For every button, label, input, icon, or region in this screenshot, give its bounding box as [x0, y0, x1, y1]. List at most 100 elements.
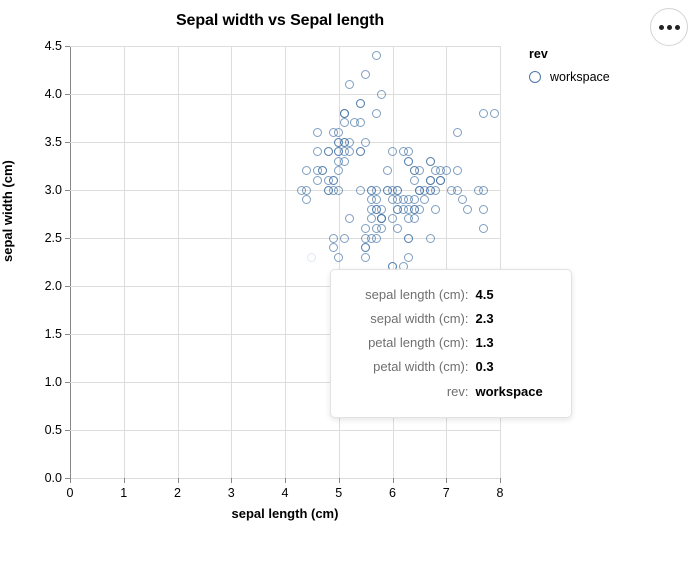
x-axis-tick [446, 478, 448, 483]
data-point[interactable] [355, 99, 365, 109]
data-point[interactable] [377, 89, 387, 99]
data-point[interactable] [452, 127, 462, 137]
data-point[interactable] [452, 166, 462, 176]
data-point[interactable] [404, 233, 414, 243]
data-point[interactable] [431, 166, 440, 176]
data-point[interactable] [382, 185, 392, 195]
data-point[interactable] [479, 108, 489, 118]
data-point[interactable] [366, 214, 376, 224]
data-point[interactable] [388, 214, 397, 224]
y-axis-line [69, 46, 71, 478]
data-point[interactable] [382, 166, 392, 176]
data-point[interactable] [302, 185, 311, 195]
y-axis-tick [65, 238, 70, 239]
data-point[interactable] [328, 175, 338, 185]
data-point[interactable] [409, 166, 419, 176]
data-point[interactable] [355, 185, 365, 195]
data-point[interactable] [404, 252, 414, 262]
legend-symbol-icon [529, 71, 541, 83]
data-point[interactable] [425, 233, 435, 243]
data-point[interactable] [323, 147, 333, 157]
data-point[interactable] [361, 223, 371, 233]
data-point[interactable] [371, 233, 381, 243]
data-point[interactable] [334, 137, 344, 147]
y-axis-tick [65, 478, 70, 479]
data-point[interactable] [398, 147, 408, 157]
data-point[interactable] [393, 223, 403, 233]
data-point[interactable] [328, 233, 338, 243]
data-point[interactable] [479, 185, 489, 195]
data-point[interactable] [463, 204, 473, 214]
tooltip: sepal length (cm): 4.5 sepal width (cm): 2.… [330, 269, 572, 418]
data-point[interactable] [479, 223, 489, 233]
data-point[interactable] [345, 137, 354, 147]
data-point[interactable] [339, 118, 349, 128]
data-point[interactable] [457, 195, 467, 205]
data-point[interactable] [371, 108, 381, 118]
data-point[interactable] [404, 204, 414, 214]
data-point[interactable] [345, 214, 354, 224]
data-point[interactable] [361, 243, 371, 253]
data-point[interactable] [334, 252, 344, 262]
data-point[interactable] [339, 108, 349, 118]
data-point[interactable] [361, 233, 371, 243]
data-point[interactable] [371, 195, 381, 205]
legend-item-workspace[interactable]: workspace [529, 70, 679, 84]
data-point[interactable] [339, 147, 349, 157]
data-point[interactable] [479, 204, 489, 214]
data-point[interactable] [431, 204, 440, 214]
data-point[interactable] [425, 185, 435, 195]
data-point[interactable] [490, 108, 500, 118]
data-point[interactable] [312, 127, 322, 137]
data-point-highlighted[interactable] [307, 252, 317, 262]
data-point[interactable] [323, 185, 333, 195]
data-point[interactable] [345, 79, 354, 89]
data-point[interactable] [420, 195, 430, 205]
data-point[interactable] [361, 252, 371, 262]
data-point[interactable] [388, 147, 397, 157]
y-axis-tick-label: 0.5 [44, 423, 62, 437]
data-point[interactable] [377, 204, 387, 214]
data-point[interactable] [328, 127, 338, 137]
y-axis-tick [65, 142, 70, 143]
data-point[interactable] [404, 156, 414, 166]
more-options-button[interactable] [650, 8, 688, 46]
x-axis-tick [177, 478, 179, 483]
data-point[interactable] [452, 185, 462, 195]
data-point[interactable] [312, 175, 322, 185]
data-point[interactable] [361, 137, 371, 147]
data-point[interactable] [355, 147, 365, 157]
data-point[interactable] [302, 195, 311, 205]
data-point[interactable] [377, 223, 387, 233]
data-point[interactable] [371, 185, 381, 195]
x-axis-tick [338, 478, 340, 483]
data-point[interactable] [404, 195, 414, 205]
plot-area[interactable]: 0.0 0.5 1.0 1.5 2.0 2.5 3.0 3.5 4.0 4.5 0 1 2 3 4 5 6 7 8 [45, 39, 504, 500]
data-point[interactable] [334, 156, 344, 166]
data-point[interactable] [436, 175, 446, 185]
data-point[interactable] [339, 233, 349, 243]
data-point[interactable] [350, 118, 360, 128]
data-point[interactable] [312, 166, 322, 176]
data-point[interactable] [366, 204, 376, 214]
data-point[interactable] [414, 185, 424, 195]
data-point[interactable] [328, 243, 338, 253]
data-point[interactable] [334, 166, 344, 176]
data-point[interactable] [334, 185, 344, 195]
x-axis-tick [70, 478, 71, 483]
data-point[interactable] [371, 51, 381, 61]
tooltip-row: sepal width (cm): 2.3 [345, 307, 555, 331]
data-point[interactable] [302, 166, 311, 176]
data-point[interactable] [388, 195, 397, 205]
data-point[interactable] [361, 70, 371, 80]
data-point[interactable] [409, 175, 419, 185]
data-point[interactable] [377, 214, 387, 224]
tooltip-row-key: sepal width (cm): [370, 311, 469, 327]
data-point[interactable] [425, 175, 435, 185]
data-point[interactable] [425, 156, 435, 166]
data-point[interactable] [312, 147, 322, 157]
y-axis-tick-label: 3.5 [44, 135, 62, 149]
x-axis-tick-label: 6 [389, 486, 396, 500]
data-point[interactable] [404, 214, 414, 224]
